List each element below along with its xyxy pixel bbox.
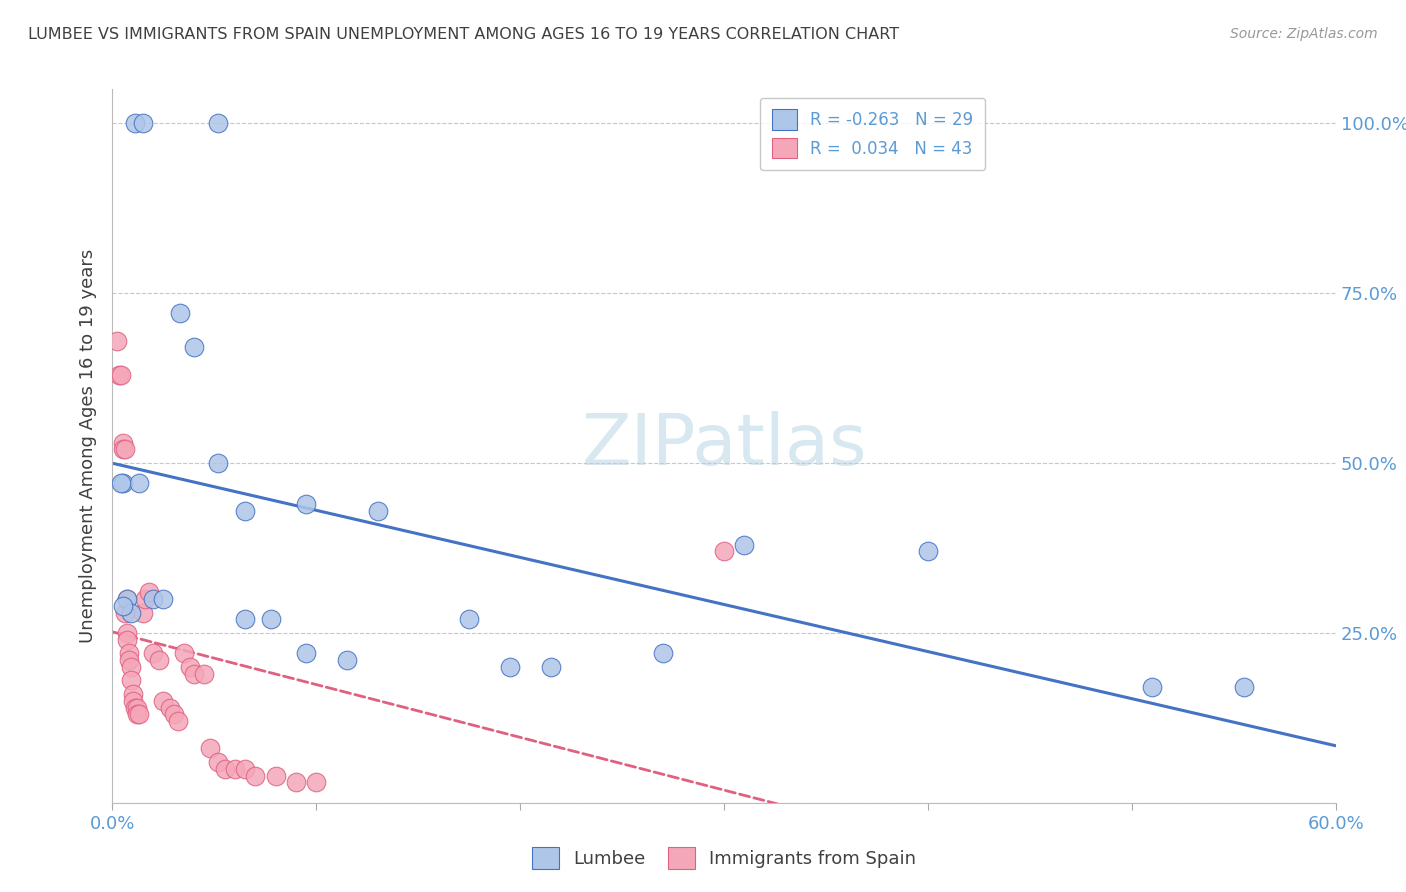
Point (115, 591, 138, 606)
Point (207, 755, 229, 769)
Point (207, 456, 229, 470)
Point (114, 606, 136, 620)
Point (125, 707, 148, 722)
Point (245, 769, 267, 783)
Point (652, 646, 675, 660)
Point (233, 762, 256, 776)
Point (120, 606, 142, 620)
Point (122, 687, 145, 701)
Point (1142, 680, 1164, 694)
Point (152, 694, 174, 708)
Point (120, 673, 142, 688)
Point (173, 646, 195, 660)
Point (366, 503, 388, 517)
Point (111, 599, 134, 613)
Point (169, 306, 191, 320)
Legend: Lumbee, Immigrants from Spain: Lumbee, Immigrants from Spain (524, 839, 924, 876)
Point (163, 707, 186, 722)
Point (120, 660, 142, 674)
Point (148, 653, 170, 667)
Point (122, 694, 145, 708)
Text: ZIPatlas: ZIPatlas (581, 411, 868, 481)
Point (540, 660, 562, 674)
Point (111, 442, 134, 457)
Point (917, 544, 939, 558)
Point (115, 591, 138, 606)
Point (183, 666, 205, 681)
Point (124, 116, 146, 130)
Point (128, 476, 150, 491)
Point (284, 775, 308, 789)
Point (110, 368, 132, 382)
Y-axis label: Unemployment Among Ages 16 to 19 years: Unemployment Among Ages 16 to 19 years (79, 249, 97, 643)
Point (115, 626, 138, 640)
Text: LUMBEE VS IMMIGRANTS FROM SPAIN UNEMPLOYMENT AMONG AGES 16 TO 19 YEARS CORRELATI: LUMBEE VS IMMIGRANTS FROM SPAIN UNEMPLOY… (28, 27, 900, 42)
Point (233, 503, 256, 517)
Point (499, 660, 522, 674)
Point (105, 334, 128, 348)
Point (179, 660, 201, 674)
Point (142, 591, 165, 606)
Point (224, 762, 246, 776)
Point (142, 646, 165, 660)
Point (200, 741, 222, 756)
Point (118, 653, 141, 667)
Point (295, 646, 318, 660)
Point (118, 646, 141, 660)
Point (138, 585, 160, 599)
Point (458, 612, 481, 626)
Point (128, 707, 150, 722)
Point (124, 700, 146, 714)
Point (125, 700, 148, 714)
Point (114, 442, 136, 457)
Point (305, 775, 328, 789)
Point (159, 700, 181, 714)
Point (214, 762, 236, 776)
Point (233, 612, 256, 626)
Point (264, 769, 287, 783)
Point (115, 632, 138, 647)
Point (183, 341, 205, 355)
Point (132, 116, 155, 130)
Point (207, 116, 229, 130)
Point (295, 497, 318, 511)
Point (734, 537, 756, 551)
Point (1233, 680, 1256, 694)
Point (107, 368, 129, 382)
Point (132, 606, 155, 620)
Point (111, 476, 134, 491)
Point (336, 653, 359, 667)
Point (111, 435, 134, 450)
Point (166, 714, 188, 729)
Point (713, 544, 735, 558)
Point (134, 591, 156, 606)
Point (110, 476, 132, 491)
Point (193, 666, 215, 681)
Point (260, 612, 283, 626)
Point (152, 591, 174, 606)
Text: Source: ZipAtlas.com: Source: ZipAtlas.com (1230, 27, 1378, 41)
